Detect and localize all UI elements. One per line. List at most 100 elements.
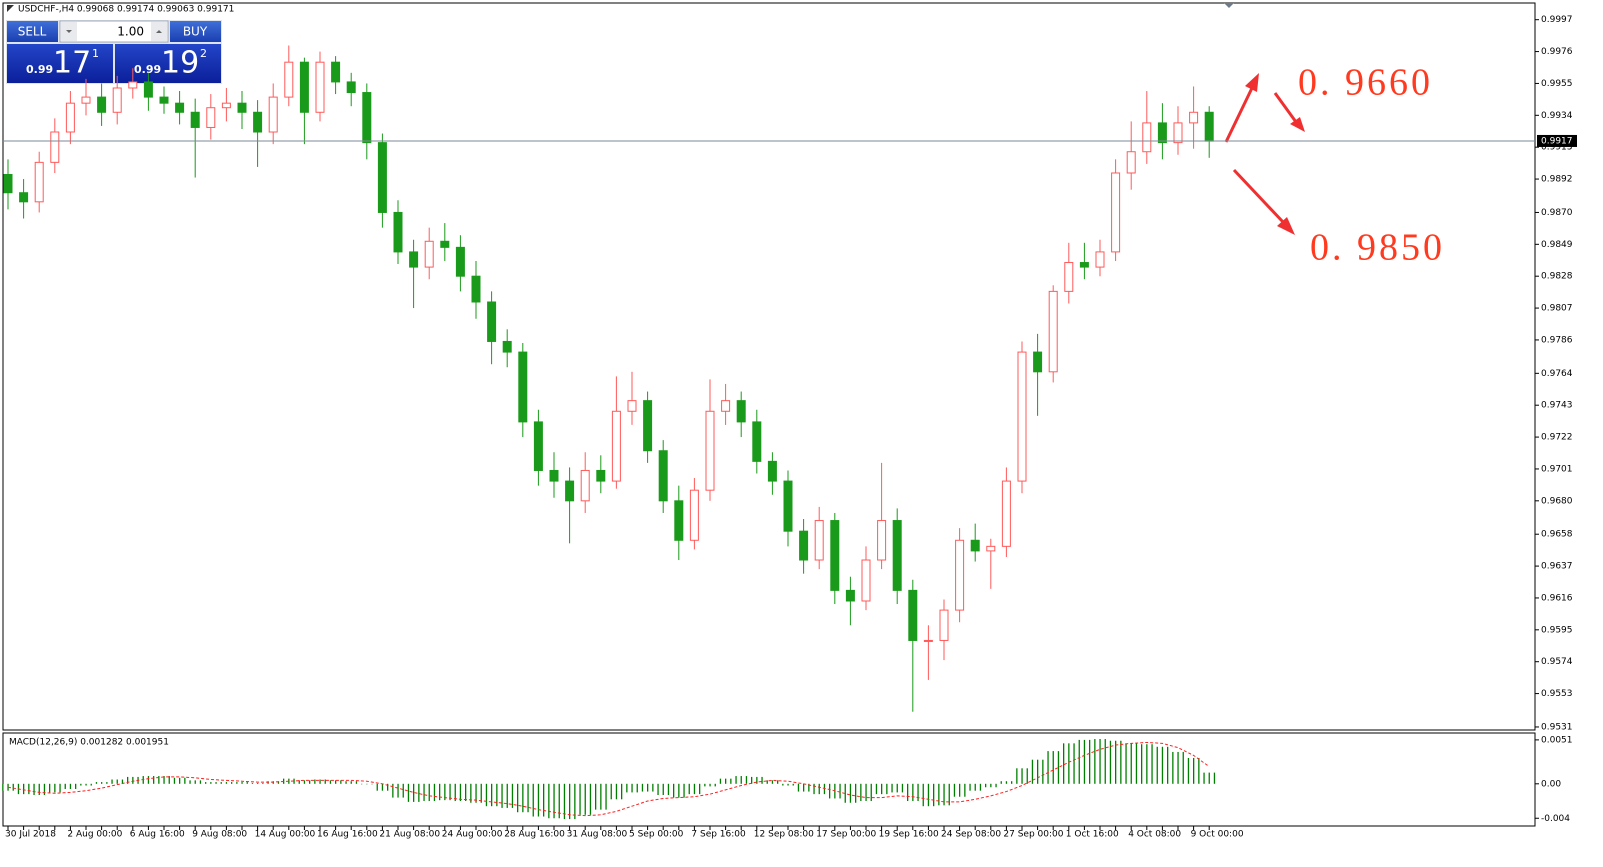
candle-body [1079, 262, 1089, 268]
lot-down-icon [66, 30, 72, 33]
macd-bar [621, 783, 623, 800]
macd-bar [277, 781, 280, 784]
macd-bar [990, 783, 992, 788]
lot-input[interactable] [59, 20, 169, 43]
candle-body [455, 246, 465, 277]
macd-bar [428, 783, 430, 802]
macd-bar [241, 782, 243, 784]
macd-bar [527, 783, 529, 813]
macd-bar [231, 782, 233, 784]
sell-label[interactable]: SELL [18, 25, 47, 39]
macd-bar [1146, 744, 1148, 784]
candle-body [143, 81, 153, 98]
macd-bar [808, 783, 810, 792]
macd-bar [860, 783, 862, 802]
macd-bar [33, 783, 35, 795]
sell-button[interactable] [7, 21, 58, 42]
macd-bar [329, 780, 332, 784]
x-tick-label: 16 Aug 16:00 [317, 830, 378, 840]
y-tick-label: 0.9807 [1541, 304, 1573, 314]
macd-bar [839, 783, 841, 799]
macd-bar [912, 783, 914, 802]
macd-bar [953, 783, 956, 797]
buy-label[interactable]: BUY [183, 25, 208, 39]
y-tick-label: 0.9637 [1541, 562, 1573, 572]
candle-body [705, 410, 715, 491]
macd-bar [246, 782, 248, 784]
macd-bar [589, 783, 592, 815]
macd-bar [433, 783, 436, 802]
candle-body [518, 351, 528, 423]
candle-body [1126, 151, 1136, 174]
candle-body [1064, 262, 1074, 292]
macd-bar [870, 783, 872, 802]
macd-bar [210, 782, 212, 784]
macd-bar [1203, 772, 1205, 784]
macd-bar [215, 782, 217, 784]
x-tick-label: 30 Jul 2018 [5, 830, 56, 840]
macd-bar [111, 779, 113, 784]
candle-body [611, 410, 621, 482]
macd-bar [251, 782, 254, 784]
x-tick-label: 5 Sep 00:00 [629, 830, 684, 840]
macd-bar [418, 783, 420, 802]
macd-bar [849, 783, 852, 803]
macd-bar [855, 783, 857, 803]
macd-bar [584, 783, 586, 815]
macd-bar [1052, 751, 1054, 784]
candle-body [1048, 290, 1058, 373]
candle-body [1033, 351, 1043, 373]
buy-button[interactable] [170, 21, 221, 42]
lot-value[interactable]: 1.00 [117, 25, 144, 39]
y-tick-label: 0.00 [1541, 779, 1561, 789]
macd-bar [683, 783, 685, 798]
y-tick-label: 0.9722 [1541, 433, 1573, 443]
macd-bar [761, 776, 763, 784]
macd-bar [475, 783, 477, 803]
macd-bar [101, 782, 103, 784]
macd-bar [823, 783, 826, 795]
macd-bar [631, 783, 633, 793]
bid-label-bg [1537, 134, 1577, 147]
candle-body [34, 161, 44, 203]
macd-bar [756, 776, 758, 784]
macd-bar [641, 783, 644, 792]
macd-bar [1151, 744, 1153, 784]
macd-bar [652, 783, 654, 792]
macd-bar [569, 783, 571, 820]
y-tick-label: 0.9892 [1541, 175, 1573, 185]
macd-bar [1000, 781, 1002, 784]
candle-body [658, 450, 668, 502]
macd-bar [922, 783, 924, 807]
candle-body [1204, 111, 1214, 142]
macd-bar [413, 783, 415, 802]
macd-bar [184, 777, 186, 784]
candle-body [440, 240, 450, 248]
macd-bar [595, 783, 597, 810]
macd-bar [875, 783, 878, 795]
candle-body [861, 559, 871, 602]
x-tick-label: 1 Oct 16:00 [1066, 830, 1119, 840]
x-tick-label: 9 Aug 08:00 [192, 830, 247, 840]
arrow-head [1245, 73, 1259, 92]
candle-body [596, 469, 606, 482]
macd-bar [64, 783, 66, 789]
candle-body [845, 589, 855, 602]
macd-bar [116, 779, 118, 784]
macd-bar [75, 783, 77, 789]
candle-body [175, 102, 185, 113]
x-tick-label: 2 Aug 00:00 [67, 830, 122, 840]
macd-bar [496, 783, 498, 807]
macd-bar [444, 783, 446, 801]
arrow-head [1290, 117, 1305, 132]
candle-body [346, 81, 356, 94]
macd-bar [324, 779, 326, 784]
macd-bar [1005, 781, 1008, 784]
macd-bar [673, 783, 675, 798]
macd-bar [647, 783, 649, 792]
sell-price-box[interactable] [7, 44, 113, 83]
macd-bar [1130, 743, 1132, 784]
candle-body [81, 96, 91, 104]
candle-body [939, 609, 949, 641]
macd-bar [23, 783, 25, 795]
